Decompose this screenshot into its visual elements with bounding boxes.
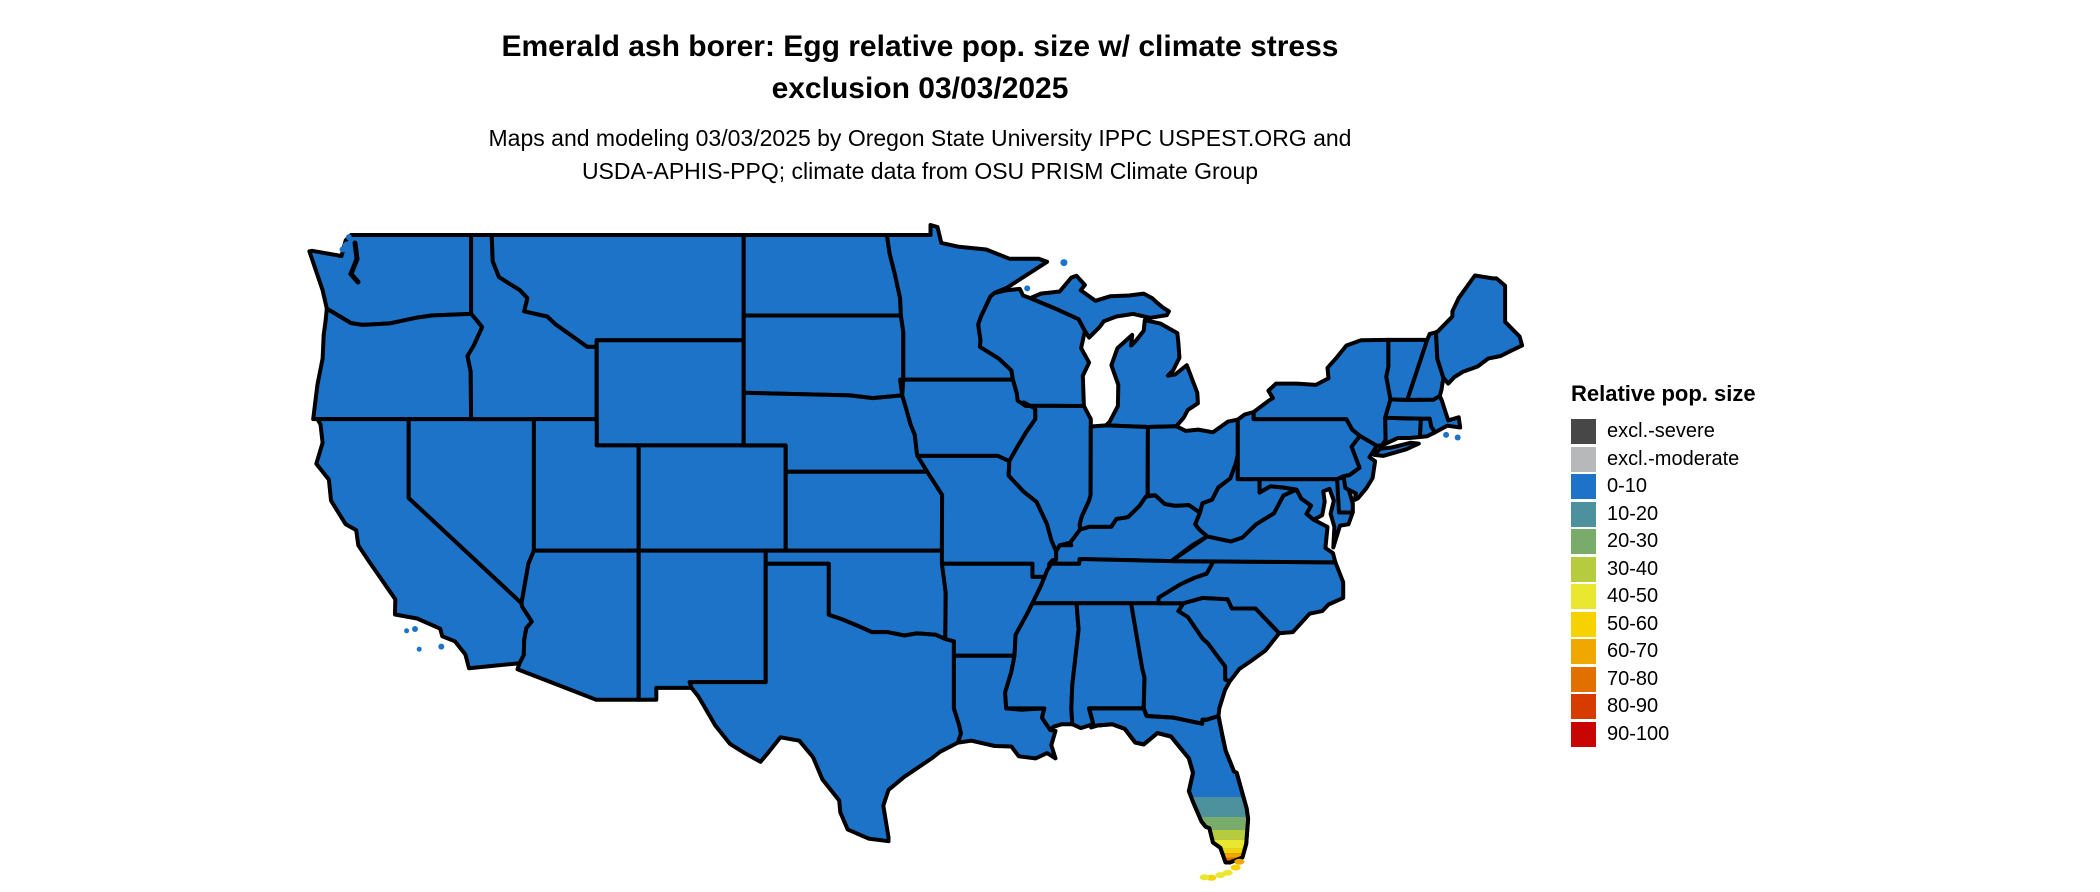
- state-fl-outline: [1087, 706, 1251, 865]
- state-wy: [594, 338, 746, 448]
- state-me: [1434, 273, 1525, 386]
- island-dot: [404, 628, 410, 634]
- legend-swatch: [1571, 639, 1596, 665]
- legend-label: 50-60: [1607, 612, 1659, 635]
- state-nd: [741, 233, 903, 318]
- title-line1: Emerald ash borer: Egg relative pop. siz…: [501, 30, 1339, 63]
- florida-keys-dot: [1230, 864, 1241, 871]
- legend-swatch: [1571, 474, 1596, 500]
- island-dot: [345, 234, 352, 241]
- legend-row: 10-20: [1571, 501, 1756, 529]
- florida-keys-dot: [1215, 872, 1226, 879]
- legend-row: 60-70: [1571, 638, 1756, 666]
- state-az: [515, 548, 641, 702]
- florida-band-20-30: [1140, 817, 1249, 830]
- legend-label: excl.-severe: [1607, 420, 1715, 443]
- state-or: [311, 306, 485, 422]
- state-sd: [741, 313, 906, 401]
- state-nc: [1156, 559, 1346, 636]
- legend: Relative pop. size excl.-severe excl.-mod…: [1571, 381, 1756, 748]
- state-co: [636, 443, 788, 553]
- legend-row: 50-60: [1571, 611, 1756, 639]
- legend-label: 80-90: [1607, 695, 1659, 718]
- florida-keys-dot: [1234, 858, 1245, 865]
- legend-label: 10-20: [1607, 502, 1659, 525]
- legend-swatch: [1571, 419, 1596, 445]
- florida-band-30-40: [1140, 829, 1249, 840]
- legend-row: excl.-moderate: [1571, 446, 1756, 474]
- figure-title: Emerald ash borer: Egg relative pop. siz…: [0, 26, 1840, 110]
- legend-label: 90-100: [1607, 722, 1670, 745]
- legend-row: 40-50: [1571, 583, 1756, 611]
- legend-label: 0-10: [1607, 475, 1648, 498]
- state-miu: [1028, 273, 1171, 340]
- island-dot: [416, 646, 422, 652]
- florida-band-50-60: [1140, 848, 1249, 853]
- island-dot: [1060, 259, 1068, 267]
- legend-swatch: [1571, 556, 1596, 582]
- state-nh: [1405, 330, 1446, 402]
- florida-keys-dot: [1199, 874, 1210, 881]
- legend-swatch: [1571, 529, 1596, 555]
- legend-label: 60-70: [1607, 640, 1659, 663]
- state-nm: [636, 548, 768, 702]
- subtitle-line1: Maps and modeling 03/03/2025 by Oregon S…: [488, 125, 1352, 151]
- state-mi: [1103, 318, 1200, 429]
- legend-label: 70-80: [1607, 667, 1659, 690]
- legend-row: 0-10: [1571, 473, 1756, 501]
- legend-label: 30-40: [1607, 557, 1659, 580]
- legend-label: 40-50: [1607, 585, 1659, 608]
- state-tx: [687, 561, 963, 844]
- legend-row: 90-100: [1571, 721, 1756, 749]
- legend-row: 70-80: [1571, 666, 1756, 694]
- legend-swatch: [1571, 666, 1596, 692]
- subtitle-line2: USDA-APHIS-PPQ; climate data from OSU PR…: [581, 158, 1259, 184]
- legend-swatch: [1571, 694, 1596, 720]
- island-dot: [1024, 285, 1031, 292]
- legend-swatch: [1571, 501, 1596, 527]
- state-ks: [783, 469, 945, 553]
- legend-title: Relative pop. size: [1571, 381, 1756, 406]
- state-pa: [1235, 410, 1362, 482]
- legend-row: 20-30: [1571, 528, 1756, 556]
- legend-swatch: [1571, 584, 1596, 610]
- figure-subtitle: Maps and modeling 03/03/2025 by Oregon S…: [0, 122, 1840, 188]
- island-dot: [438, 643, 445, 650]
- legend-swatch: [1571, 446, 1596, 472]
- legend-row: 80-90: [1571, 693, 1756, 721]
- title-line2: exclusion 03/03/2025: [771, 72, 1069, 105]
- florida-band-40-50: [1140, 839, 1249, 849]
- state-wi: [976, 286, 1092, 408]
- legend-swatch: [1571, 721, 1596, 747]
- island-dot: [1443, 431, 1450, 438]
- florida-band-70-80: [1140, 857, 1249, 863]
- island-dot: [412, 626, 418, 632]
- island-dot: [339, 246, 346, 253]
- state-li: [1372, 440, 1421, 458]
- legend-label: excl.-moderate: [1607, 447, 1740, 470]
- legend-row: excl.-severe: [1571, 418, 1756, 446]
- florida-band-60-70: [1140, 853, 1249, 858]
- legend-rows: excl.-severe excl.-moderate 0-10 10-20 20-30…: [1571, 418, 1756, 748]
- island-dot: [342, 241, 351, 250]
- florida-band-10-20: [1140, 797, 1249, 817]
- island-dot: [1454, 434, 1461, 441]
- puget-sound-inlet: [348, 240, 361, 285]
- legend-row: 30-40: [1571, 556, 1756, 584]
- legend-swatch: [1571, 611, 1596, 637]
- legend-label: 20-30: [1607, 530, 1659, 553]
- state-nj: [1341, 433, 1379, 502]
